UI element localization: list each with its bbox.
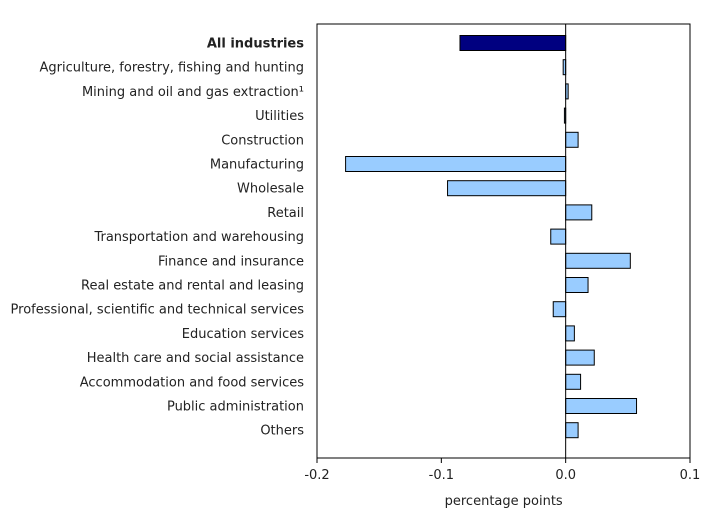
bar [550, 228, 567, 245]
category-label: Wholesale [237, 182, 304, 197]
category-label: Mining and oil and gas extraction¹ [82, 85, 304, 100]
category-label: Utilities [255, 109, 304, 124]
category-label: Retail [267, 206, 304, 221]
x-tick-label: 0.0 [555, 468, 576, 483]
bar [565, 422, 579, 439]
category-label: Manufacturing [210, 158, 304, 173]
category-label: Public administration [167, 400, 304, 415]
plot-area [316, 23, 691, 459]
bar [565, 131, 579, 148]
category-label: Transportation and warehousing [93, 230, 304, 245]
bar [459, 35, 567, 51]
bar [565, 325, 575, 342]
bar [552, 301, 567, 318]
category-label: Health care and social assistance [87, 351, 304, 366]
x-axis-ticks: -0.2 -0.1 0.0 0.1 [304, 458, 700, 483]
bar [565, 252, 631, 269]
bar [565, 349, 595, 366]
category-label: Others [260, 424, 304, 439]
x-tick-label: -0.1 [429, 468, 454, 483]
category-label: Construction [221, 133, 304, 148]
bar [565, 398, 638, 414]
category-label: Finance and insurance [158, 254, 304, 269]
category-label: Real estate and rental and leasing [81, 279, 304, 294]
category-label: Professional, scientific and technical s… [11, 303, 305, 318]
category-label: Education services [182, 327, 304, 342]
bar [447, 180, 567, 197]
x-tick-label: 0.1 [680, 468, 701, 483]
bar [345, 156, 567, 172]
x-axis-title: percentage points [445, 494, 563, 509]
bar [565, 277, 589, 293]
category-label: Agriculture, forestry, fishing and hunti… [40, 61, 304, 76]
bar [565, 373, 582, 390]
bars [345, 35, 638, 439]
bar [565, 204, 593, 221]
category-label: Accommodation and food services [80, 375, 304, 390]
category-labels: All industries Agriculture, forestry, fis… [11, 37, 305, 439]
x-tick-label: -0.2 [304, 468, 329, 483]
category-label: All industries [207, 37, 304, 52]
